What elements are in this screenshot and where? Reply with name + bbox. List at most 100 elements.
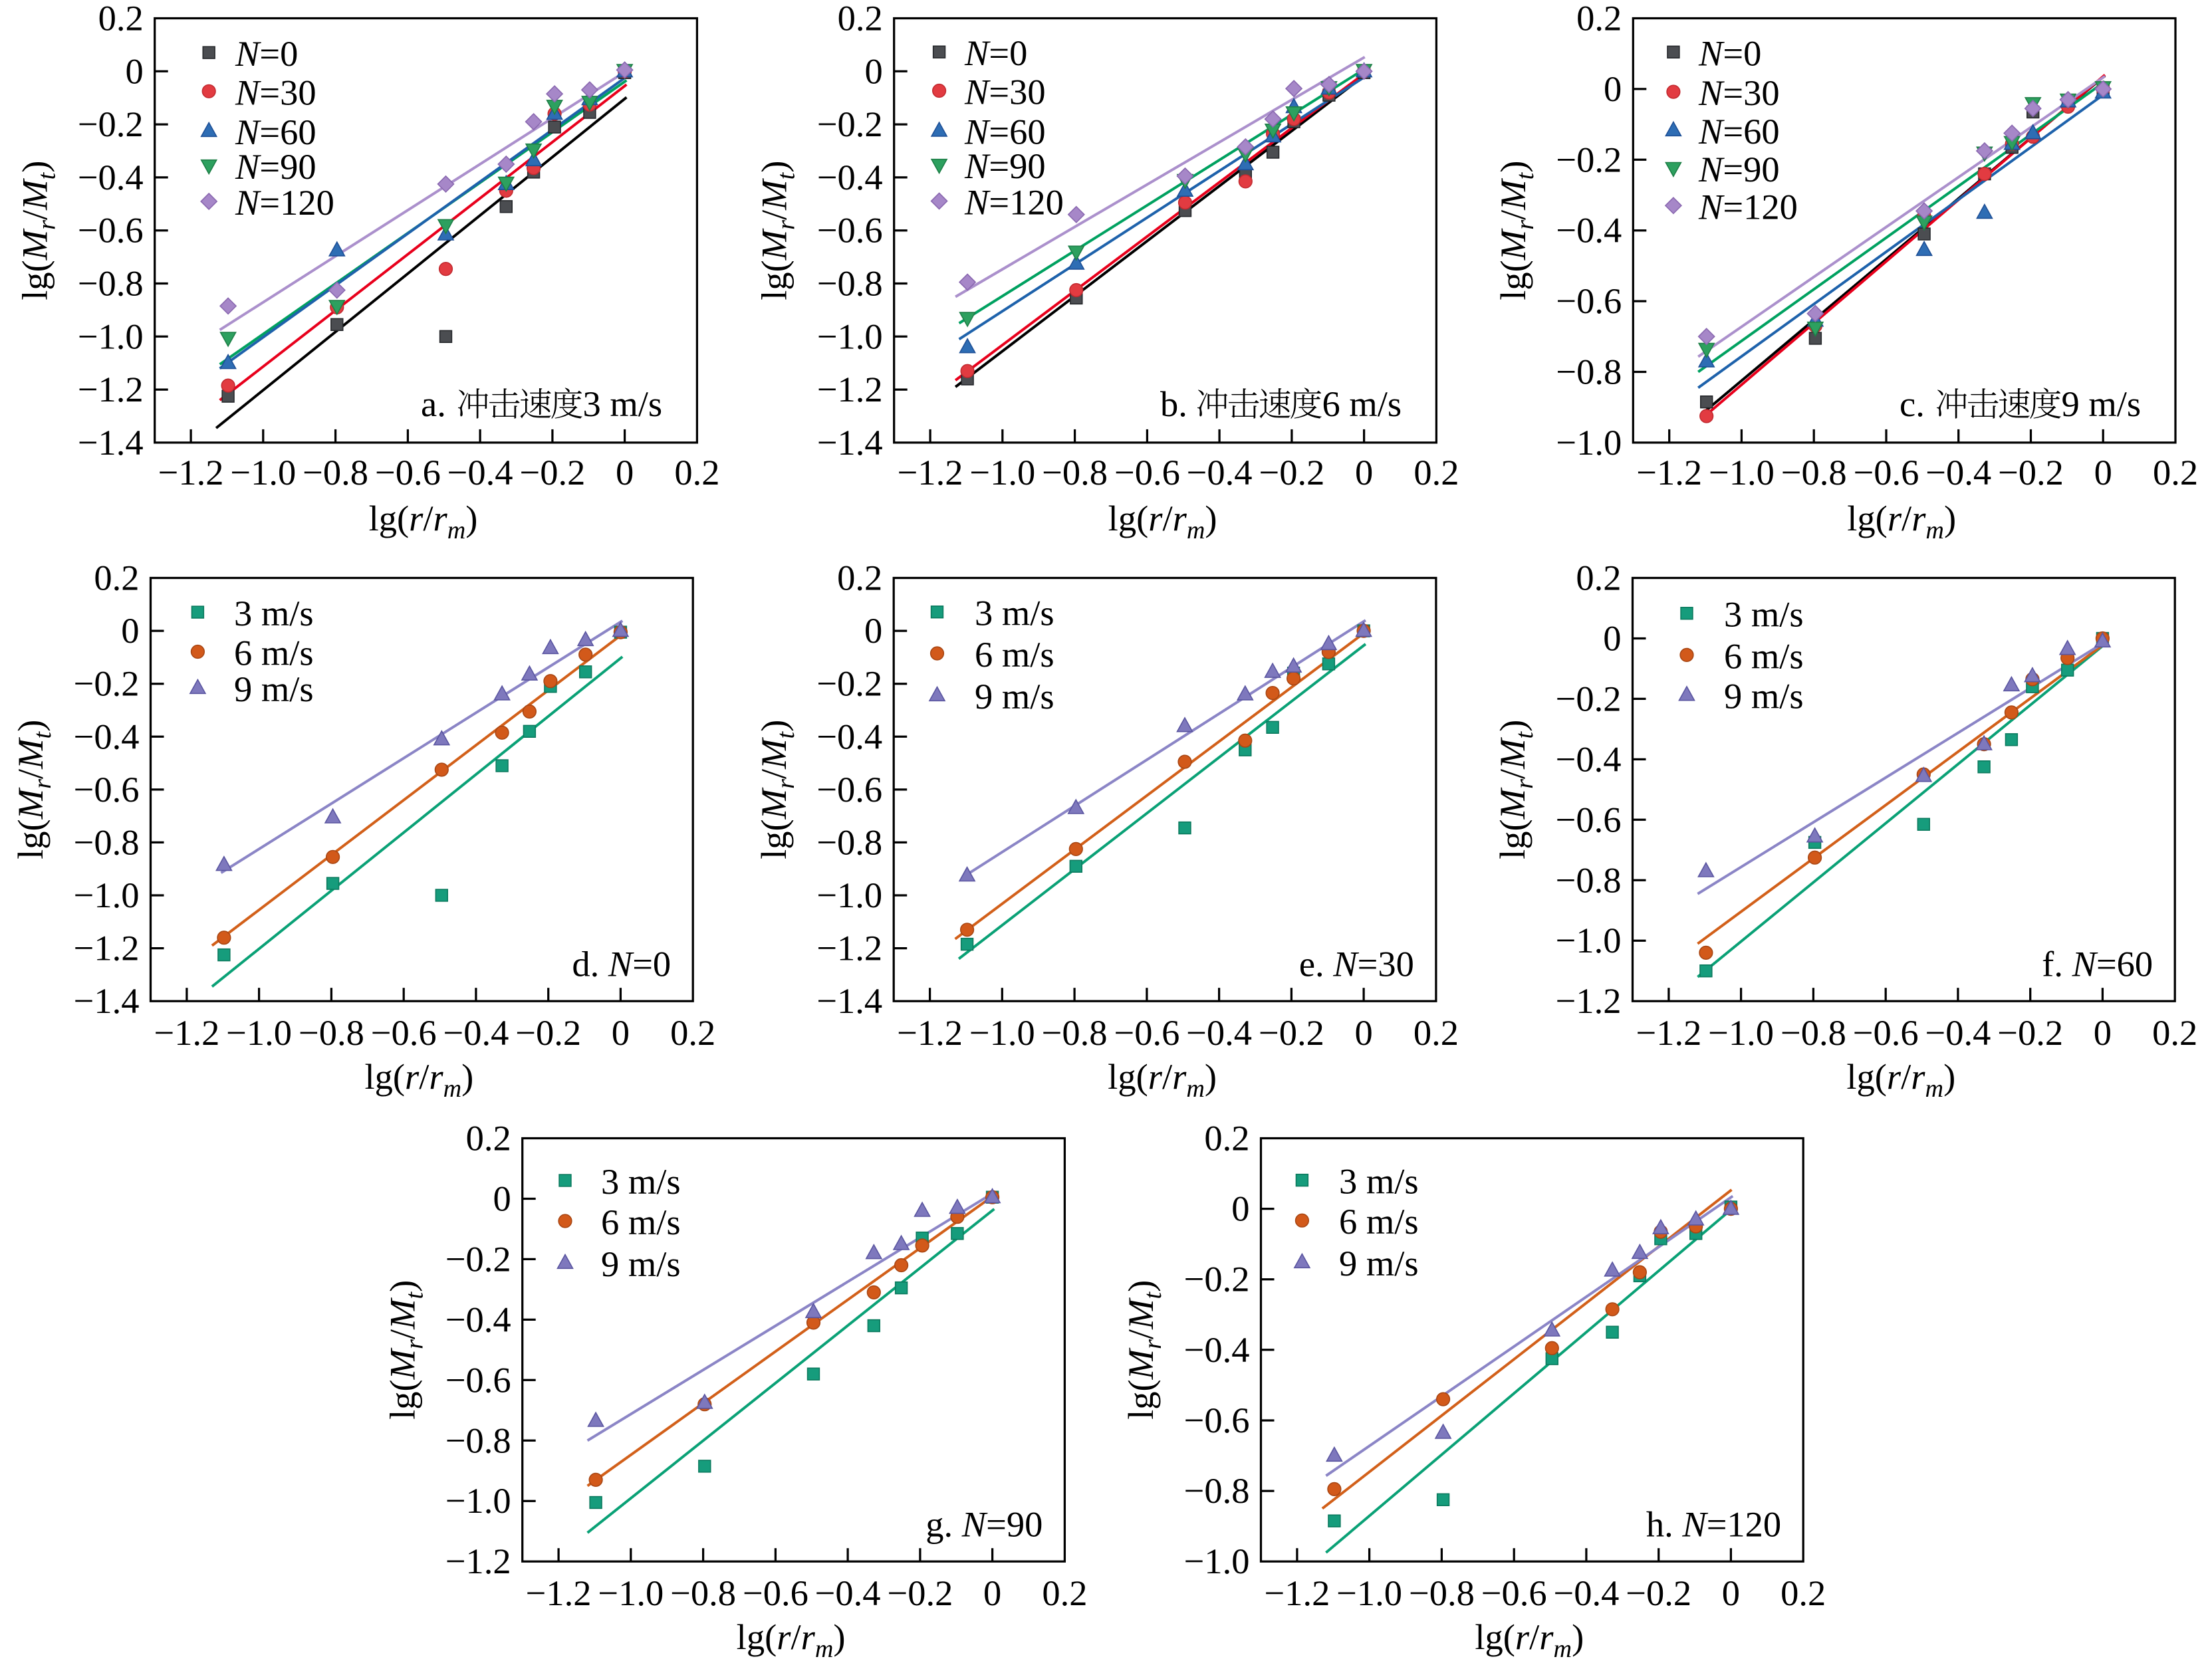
svg-text:g. N=90: g. N=90 xyxy=(925,1504,1043,1545)
svg-text:−1.4: −1.4 xyxy=(74,980,140,1021)
svg-text:−0.8: −0.8 xyxy=(1781,1012,1846,1053)
svg-text:N=120: N=120 xyxy=(964,182,1064,223)
svg-text:−0.4: −0.4 xyxy=(1184,1329,1250,1370)
svg-text:0: 0 xyxy=(1604,68,1622,109)
svg-text:lg(Mr/Mt): lg(Mr/Mt) xyxy=(10,720,57,859)
svg-text:N=120: N=120 xyxy=(235,182,334,223)
svg-text:e. N=30: e. N=30 xyxy=(1299,944,1414,984)
svg-text:0: 0 xyxy=(612,1012,630,1053)
svg-text:−0.6: −0.6 xyxy=(78,210,144,251)
svg-text:−0.8: −0.8 xyxy=(1409,1573,1475,1613)
svg-text:0: 0 xyxy=(616,452,634,493)
svg-text:−1.4: −1.4 xyxy=(78,422,144,463)
svg-text:0.2: 0.2 xyxy=(1781,1573,1826,1613)
svg-text:−0.4: −0.4 xyxy=(1925,1012,1991,1053)
svg-text:9 m/s: 9 m/s xyxy=(1339,1243,1419,1283)
svg-text:−0.8: −0.8 xyxy=(816,822,882,862)
svg-text:0.2: 0.2 xyxy=(94,558,139,598)
svg-text:−1.0: −1.0 xyxy=(969,452,1035,493)
svg-text:f. N=60: f. N=60 xyxy=(2042,944,2153,984)
svg-text:−1.2: −1.2 xyxy=(154,1012,219,1053)
svg-text:−0.2: −0.2 xyxy=(1556,678,1622,719)
svg-text:−0.6: −0.6 xyxy=(74,769,140,810)
svg-text:−1.2: −1.2 xyxy=(897,1012,963,1053)
svg-text:−0.4: −0.4 xyxy=(445,1299,511,1339)
svg-text:0.2: 0.2 xyxy=(837,558,882,598)
svg-text:−0.6: −0.6 xyxy=(743,1573,808,1613)
svg-text:0: 0 xyxy=(1355,452,1373,493)
svg-text:N=30: N=30 xyxy=(964,72,1046,112)
svg-text:−1.2: −1.2 xyxy=(898,452,963,493)
svg-text:lg(Mr/Mt): lg(Mr/Mt) xyxy=(753,720,800,859)
svg-text:−0.6: −0.6 xyxy=(1854,452,1919,493)
svg-text:−0.2: −0.2 xyxy=(78,104,144,144)
svg-text:−1.2: −1.2 xyxy=(1636,452,1702,493)
svg-text:−0.2: −0.2 xyxy=(1998,452,2064,493)
svg-text:N=30: N=30 xyxy=(235,72,316,112)
svg-text:−1.0: −1.0 xyxy=(445,1480,511,1521)
svg-text:−0.4: −0.4 xyxy=(74,716,140,756)
svg-text:−0.6: −0.6 xyxy=(1556,799,1622,839)
svg-text:−0.2: −0.2 xyxy=(1556,139,1622,179)
svg-text:−0.2: −0.2 xyxy=(1184,1259,1250,1299)
svg-text:0.2: 0.2 xyxy=(1576,558,1621,598)
svg-text:0: 0 xyxy=(125,51,143,91)
svg-text:0: 0 xyxy=(2094,452,2112,493)
svg-text:0.2: 0.2 xyxy=(1204,1118,1249,1159)
svg-text:−0.6: −0.6 xyxy=(375,452,441,493)
svg-text:−0.8: −0.8 xyxy=(303,452,368,493)
svg-text:−1.2: −1.2 xyxy=(158,452,224,493)
svg-text:N=0: N=0 xyxy=(1698,33,1761,73)
svg-text:−0.8: −0.8 xyxy=(1184,1470,1250,1511)
svg-text:3 m/s: 3 m/s xyxy=(234,593,314,633)
svg-text:lg(r/rm): lg(r/rm) xyxy=(1847,498,1956,544)
svg-text:−1.0: −1.0 xyxy=(969,1012,1035,1053)
svg-text:−1.0: −1.0 xyxy=(1336,1573,1402,1613)
svg-text:0.2: 0.2 xyxy=(466,1118,511,1159)
svg-text:0.2: 0.2 xyxy=(1576,0,1622,39)
svg-text:lg(r/rm): lg(r/rm) xyxy=(364,1056,473,1103)
svg-text:3 m/s: 3 m/s xyxy=(975,593,1054,633)
svg-text:−0.6: −0.6 xyxy=(817,210,883,251)
svg-text:−1.4: −1.4 xyxy=(816,980,882,1021)
svg-text:6 m/s: 6 m/s xyxy=(1339,1201,1419,1242)
svg-text:−0.8: −0.8 xyxy=(670,1573,736,1613)
svg-text:a.: a. xyxy=(421,384,446,424)
svg-text:−0.6: −0.6 xyxy=(1556,280,1622,321)
svg-text:N=90: N=90 xyxy=(1698,149,1780,189)
svg-text:−0.2: −0.2 xyxy=(887,1573,953,1613)
svg-text:N=0: N=0 xyxy=(235,33,298,74)
svg-text:−0.4: −0.4 xyxy=(1553,1573,1619,1613)
svg-text:N=60: N=60 xyxy=(1698,111,1780,152)
svg-text:−1.0: −1.0 xyxy=(598,1573,664,1613)
svg-text:−1.0: −1.0 xyxy=(1184,1541,1250,1581)
svg-text:−1.0: −1.0 xyxy=(1708,1012,1774,1053)
svg-text:6 m/s: 6 m/s xyxy=(975,634,1054,675)
svg-text:6 m/s: 6 m/s xyxy=(234,633,314,673)
svg-text:−0.8: −0.8 xyxy=(299,1012,364,1053)
svg-text:−0.2: −0.2 xyxy=(1626,1573,1691,1613)
svg-text:0.2: 0.2 xyxy=(838,0,883,39)
svg-text:N=0: N=0 xyxy=(964,33,1027,73)
svg-text:−1.0: −1.0 xyxy=(78,316,144,356)
svg-text:−0.2: −0.2 xyxy=(817,104,883,144)
svg-text:3 m/s: 3 m/s xyxy=(1724,594,1804,635)
svg-text:c.: c. xyxy=(1900,384,1925,424)
svg-text:lg(Mr/Mt): lg(Mr/Mt) xyxy=(1493,161,1539,300)
svg-text:−1.2: −1.2 xyxy=(1264,1573,1330,1613)
svg-text:−0.6: −0.6 xyxy=(1481,1573,1547,1613)
svg-text:9 m/s: 9 m/s xyxy=(1724,675,1804,716)
svg-text:−0.6: −0.6 xyxy=(1184,1400,1250,1440)
svg-text:−1.2: −1.2 xyxy=(816,928,882,968)
svg-text:0: 0 xyxy=(864,51,882,91)
svg-text:−0.8: −0.8 xyxy=(1781,452,1847,493)
svg-text:−0.8: −0.8 xyxy=(1042,1012,1108,1053)
svg-text:N=90: N=90 xyxy=(235,146,316,187)
svg-text:0: 0 xyxy=(2094,1012,2112,1053)
svg-text:−1.0: −1.0 xyxy=(817,316,883,356)
svg-text:−0.8: −0.8 xyxy=(445,1420,511,1460)
svg-text:−0.6: −0.6 xyxy=(1114,452,1180,493)
svg-text:0: 0 xyxy=(1603,618,1621,659)
svg-text:9 m/s: 9 m/s xyxy=(975,676,1054,717)
svg-text:−0.6: −0.6 xyxy=(1853,1012,1919,1053)
